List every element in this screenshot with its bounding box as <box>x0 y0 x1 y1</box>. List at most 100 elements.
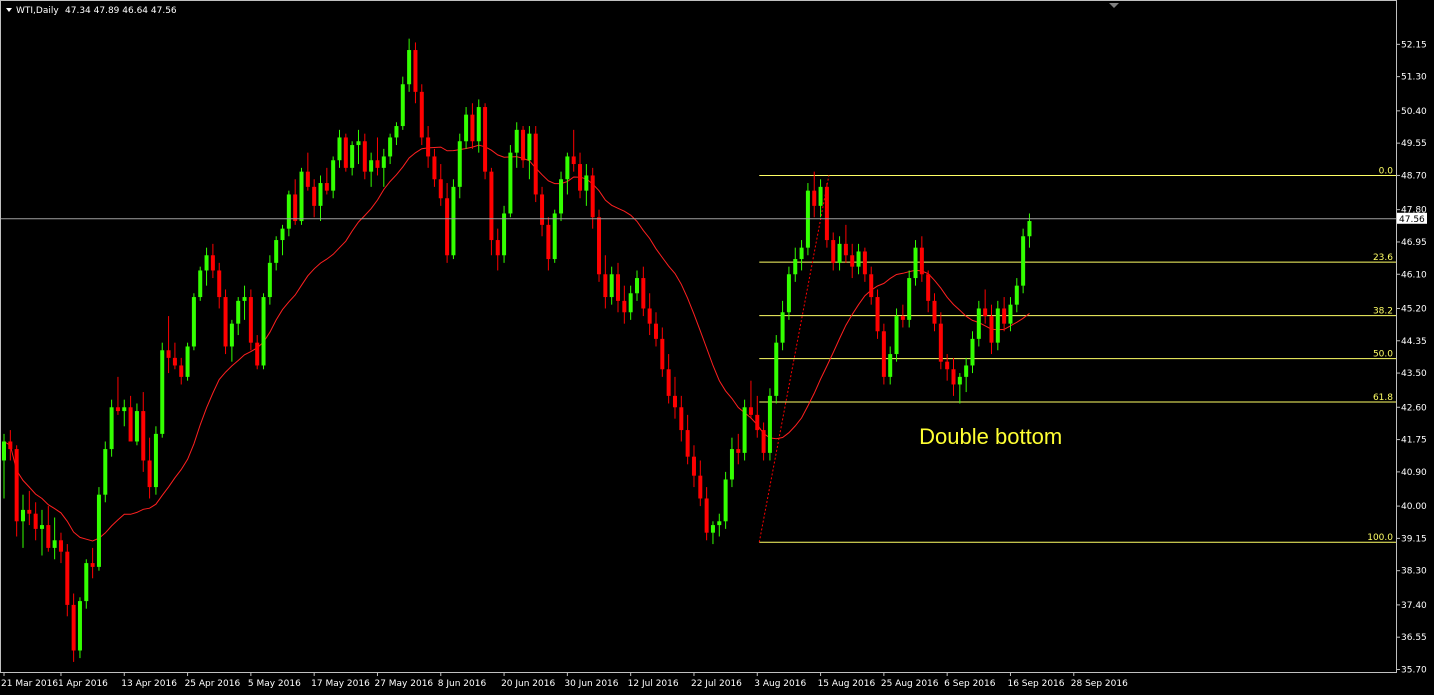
candle-body <box>508 152 513 214</box>
y-tick-label: 40.90 <box>1401 468 1427 478</box>
candle-body <box>77 601 82 651</box>
candle-body <box>533 133 538 195</box>
candle-body <box>451 186 456 256</box>
price-axis[interactable]: 52.15 51.30 50.40 49.55 48.70 47.80 46.95 46.10… <box>1396 40 1427 676</box>
y-tick-label: 36.55 <box>1401 633 1427 643</box>
candle-body <box>559 179 564 214</box>
fib-level-label: 61.8 <box>1373 393 1393 403</box>
candle-body <box>400 84 405 127</box>
candle-body <box>223 297 228 347</box>
candle-body <box>445 198 450 256</box>
candle-body <box>983 308 988 317</box>
y-tick-label: 41.75 <box>1401 436 1427 446</box>
candle-body <box>457 141 462 187</box>
x-tick-label: 22 Jul 2016 <box>691 679 742 689</box>
candle-body <box>824 186 829 241</box>
candle-body <box>375 160 380 168</box>
candle-body <box>691 456 696 476</box>
time-axis[interactable]: 21 Mar 2016 1 Apr 2016 13 Apr 2016 25 Apr 2… <box>1 672 1128 689</box>
y-tick-label: 43.50 <box>1401 369 1427 379</box>
x-tick-label: 15 Aug 2016 <box>818 679 876 689</box>
fib-level-label: 50.0 <box>1373 350 1393 360</box>
y-tick-label: 47.80 <box>1401 206 1427 216</box>
candle-body <box>426 137 431 157</box>
x-tick-label: 6 Sep 2016 <box>944 679 996 689</box>
candle-body <box>672 395 677 408</box>
candle-body <box>210 255 215 271</box>
candle-body <box>748 407 753 415</box>
candle-body <box>584 175 589 191</box>
candle-body <box>337 137 342 161</box>
candle-body <box>419 91 424 138</box>
candle-body <box>14 449 19 522</box>
candle-body <box>647 308 652 324</box>
x-tick-label: 3 Aug 2016 <box>754 679 806 689</box>
candle-body <box>20 509 25 522</box>
candle-body <box>717 521 722 526</box>
candle-body <box>286 194 291 229</box>
candle-body <box>862 251 867 275</box>
shift-marker-icon[interactable] <box>1109 3 1119 8</box>
candle-body <box>635 278 639 294</box>
candle-body <box>578 164 583 191</box>
candle-body <box>799 247 804 260</box>
candle-body <box>622 300 627 313</box>
y-tick-label: 49.55 <box>1401 139 1427 149</box>
candle-body <box>502 213 507 256</box>
candle-body <box>1008 304 1013 324</box>
candle-body <box>483 107 488 172</box>
candle-body <box>894 316 899 355</box>
candle-body <box>172 357 177 366</box>
fib-level-label: 100.0 <box>1367 533 1393 543</box>
candle-body <box>274 240 279 263</box>
candle-body <box>1014 285 1019 305</box>
candle-body <box>432 156 437 180</box>
candle-body <box>204 255 209 271</box>
candle-body <box>995 308 1000 343</box>
candle-body <box>267 262 272 298</box>
candle-body <box>527 133 532 161</box>
candle-body <box>964 365 969 377</box>
candle-body <box>755 414 760 431</box>
candle-body <box>812 190 817 206</box>
y-tick-label: 48.70 <box>1401 171 1427 181</box>
candle-body <box>710 525 715 533</box>
candle-body <box>39 525 44 529</box>
candle-body <box>305 171 310 187</box>
candle-body <box>685 430 690 457</box>
annotations: Double bottom <box>919 424 1062 449</box>
candle-body <box>907 278 912 320</box>
candle-body <box>932 300 937 324</box>
ohlc-readout: 47.34 47.89 46.64 47.56 <box>65 6 177 16</box>
chevron-down-icon[interactable] <box>6 8 12 12</box>
y-tick-label: 38.30 <box>1401 567 1427 577</box>
candle-body <box>565 156 570 180</box>
candle-body <box>818 186 823 206</box>
x-tick-label: 25 Apr 2016 <box>185 679 241 689</box>
candle-body <box>609 274 614 298</box>
candle-body <box>900 316 905 320</box>
y-tick-label: 44.35 <box>1401 337 1427 347</box>
candle-body <box>521 129 526 161</box>
y-tick-label: 40.00 <box>1401 502 1427 512</box>
candle-body <box>261 297 266 366</box>
candle-body <box>856 251 861 267</box>
candle-body <box>324 183 329 191</box>
fib-level-label: 38.2 <box>1373 307 1393 317</box>
candle-body <box>71 604 76 651</box>
candle-body <box>729 449 734 480</box>
current-price-label: 47.56 <box>1399 215 1425 225</box>
fibonacci-retracement[interactable]: 0.0 23.6 38.2 50.0 61.8 100.0 <box>758 166 1396 543</box>
candle-body <box>242 297 247 301</box>
x-tick-label: 20 Jun 2016 <box>501 679 555 689</box>
candle-body <box>514 129 519 153</box>
candle-body <box>185 346 190 377</box>
candle-body <box>951 369 956 385</box>
y-tick-label: 45.20 <box>1401 304 1427 314</box>
candle-body <box>293 194 298 222</box>
candle-body <box>913 247 918 279</box>
chart-title: WTI,Daily 47.34 47.89 46.64 47.56 <box>6 6 177 16</box>
candle-body <box>489 171 494 241</box>
